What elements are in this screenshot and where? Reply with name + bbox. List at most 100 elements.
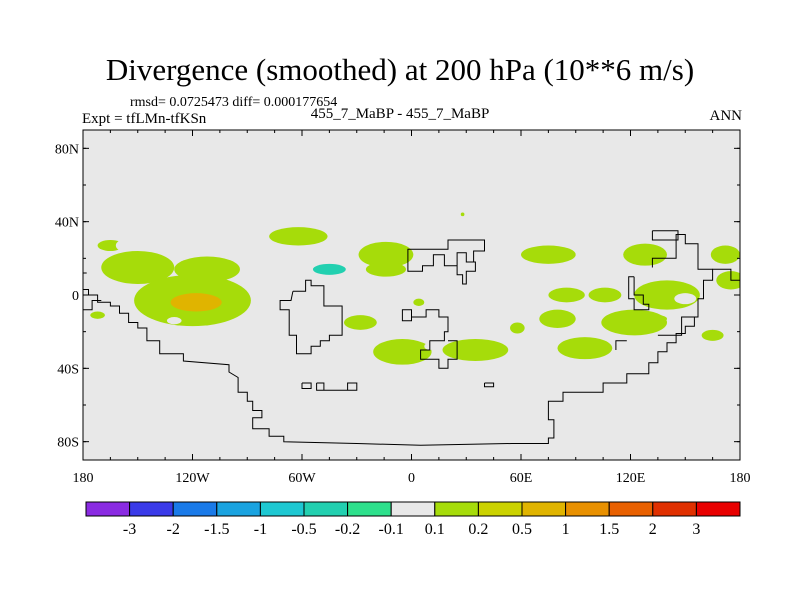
- coastline: [615, 340, 627, 350]
- divergence-region: [269, 227, 328, 246]
- colorbar-swatch: [216, 501, 261, 517]
- divergence-region: [312, 263, 346, 275]
- divergence-region: [548, 287, 585, 303]
- coastline: [83, 268, 740, 446]
- colorbar-label: 1: [562, 521, 570, 538]
- colorbar-label: 2: [649, 521, 657, 538]
- divergence-region: [291, 289, 350, 312]
- divergence-region: [601, 309, 668, 336]
- colorbar-swatch: [434, 501, 479, 517]
- colorbar-label: -2: [167, 521, 180, 538]
- y-tick-label: 40S: [57, 362, 79, 377]
- coastline: [83, 300, 102, 311]
- y-tick-label: 40N: [55, 216, 79, 231]
- divergence-region: [170, 229, 197, 244]
- stats-subtitle: rmsd= 0.0725473 diff= 0.000177654: [130, 95, 338, 110]
- divergence-region: [480, 258, 511, 270]
- divergence-region: [358, 241, 414, 268]
- colorbar-swatch: [172, 501, 218, 517]
- divergence-region: [115, 240, 131, 251]
- colorbar-swatch: [565, 501, 610, 517]
- colorbar-label: 0.1: [425, 521, 445, 538]
- divergence-region: [413, 298, 425, 307]
- chart-title: Divergence (smoothed) at 200 hPa (10**6 …: [105, 52, 695, 87]
- colorbar-swatch: [521, 501, 567, 517]
- divergence-region: [170, 293, 222, 312]
- y-tick-label: 80N: [55, 142, 79, 157]
- divergence-region: [97, 240, 124, 251]
- coastline: [407, 252, 476, 285]
- divergence-region: [539, 309, 576, 329]
- colorbar-label: -1.5: [204, 521, 229, 538]
- colorbar-label: -1: [254, 521, 267, 538]
- case-subtitle: 455_7_MaBP - 455_7_MaBP: [310, 106, 490, 122]
- colorbar-label: -3: [123, 521, 136, 538]
- coastline: [651, 230, 679, 241]
- coastline: [657, 316, 695, 336]
- colorbar-swatch: [652, 501, 697, 517]
- y-tick-label: 0: [72, 289, 79, 304]
- coastline: [401, 309, 458, 369]
- coastline: [628, 276, 650, 311]
- x-tick-label: 0: [408, 471, 415, 486]
- coastline: [407, 239, 485, 263]
- divergence-region: [557, 337, 613, 360]
- divergence-region: [710, 245, 740, 264]
- divergence-region: [460, 212, 465, 217]
- divergence-region: [174, 256, 240, 283]
- colorbar-swatch: [695, 501, 741, 517]
- x-tick-label: 180: [73, 471, 94, 486]
- colorbar-swatch: [259, 501, 305, 517]
- divergence-region: [427, 238, 487, 264]
- divergence-region: [373, 339, 432, 365]
- colorbar-label: 0.5: [512, 521, 532, 538]
- x-tick-label: 60E: [510, 471, 533, 486]
- divergence-region: [521, 245, 576, 264]
- x-tick-label: 120E: [616, 471, 646, 486]
- colorbar-label: 3: [692, 521, 700, 538]
- divergence-region: [83, 273, 102, 288]
- divergence-region: [674, 293, 697, 305]
- colorbar-label: -0.5: [291, 521, 316, 538]
- colorbar-label: 1.5: [599, 521, 619, 538]
- divergence-region: [648, 315, 667, 323]
- divergence-region: [90, 311, 105, 319]
- colorbar-swatch: [303, 501, 349, 517]
- divergence-region: [588, 287, 622, 303]
- colorbar-swatch: [347, 501, 392, 517]
- divergence-region: [219, 232, 257, 248]
- divergence-region: [442, 339, 509, 361]
- divergence-region: [716, 271, 740, 290]
- season-label: ANN: [709, 108, 743, 124]
- divergence-region: [152, 351, 160, 360]
- divergence-region: [575, 241, 631, 268]
- divergence-region: [101, 251, 175, 284]
- divergence-region: [510, 322, 525, 334]
- coastline: [301, 382, 312, 389]
- colorbar-label: -0.1: [379, 521, 404, 538]
- divergence-region: [115, 313, 131, 321]
- coastline: [484, 382, 495, 388]
- colorbar-swatch: [477, 501, 523, 517]
- colorbar-swatch: [390, 501, 436, 517]
- colorbar-swatch: [85, 501, 131, 517]
- divergence-region: [278, 313, 290, 321]
- coastline: [316, 382, 358, 391]
- experiment-subtitle: Expt = tfLMn-tfKSn: [82, 111, 207, 127]
- x-tick-label: 60W: [288, 471, 316, 486]
- divergence-region: [166, 317, 182, 325]
- divergence-region: [404, 278, 419, 290]
- colorbar-label: 0.2: [468, 521, 488, 538]
- coastline: [279, 279, 343, 355]
- divergence-region: [637, 344, 660, 356]
- divergence-region: [365, 262, 407, 277]
- divergence-region: [623, 243, 667, 266]
- coastline: [651, 234, 713, 270]
- y-tick-label: 80S: [57, 436, 79, 451]
- x-tick-label: 180: [730, 471, 751, 486]
- divergence-region: [343, 315, 377, 330]
- colorbar-label: -0.2: [335, 521, 360, 538]
- colorbar-swatch: [129, 501, 174, 517]
- colorbar-swatch: [608, 501, 654, 517]
